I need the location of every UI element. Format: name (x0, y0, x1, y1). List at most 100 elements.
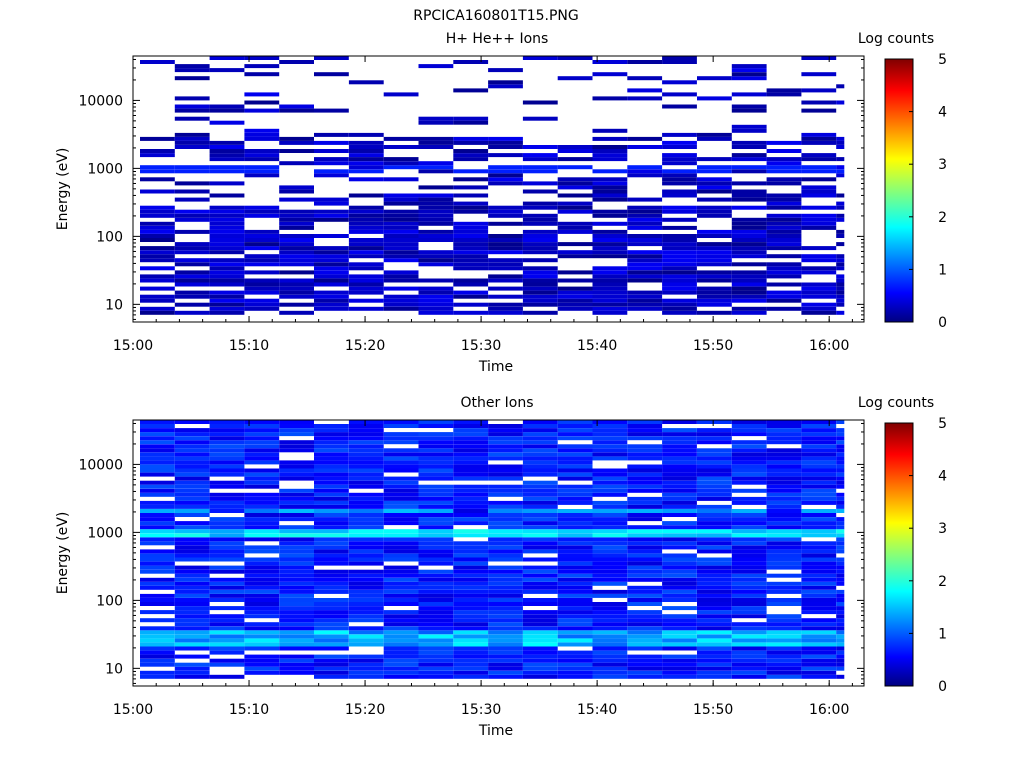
heatmap-cell (418, 496, 454, 501)
heatmap-cell (244, 658, 280, 663)
heatmap-cell (348, 589, 384, 594)
heatmap-cell (522, 525, 558, 530)
heatmap-cell (522, 302, 558, 307)
heatmap-cell (418, 254, 454, 259)
heatmap-cell (314, 533, 349, 538)
heatmap-cell (522, 492, 558, 497)
heatmap-cell (279, 136, 314, 141)
heatmap-cell (140, 310, 175, 315)
heatmap-cell (348, 500, 384, 505)
heatmap-cell (314, 541, 349, 546)
heatmap-cell (453, 662, 489, 667)
heatmap-cell (766, 509, 802, 513)
heatmap-cell (627, 602, 663, 606)
heatmap-cell (836, 262, 845, 267)
heatmap-cell (488, 492, 523, 497)
heatmap-cell (488, 153, 523, 158)
heatmap-cell (279, 642, 314, 647)
heatmap-cell (244, 666, 280, 671)
heatmap-cell (453, 593, 489, 598)
heatmap-cell (418, 642, 454, 647)
heatmap-cell (801, 476, 837, 481)
heatmap-cell (557, 666, 593, 671)
heatmap-cell (731, 456, 767, 461)
y-tick-label: 10000 (78, 93, 123, 109)
heatmap-cell (731, 541, 767, 546)
heatmap-cell (174, 189, 210, 194)
heatmap-cell (314, 630, 349, 635)
heatmap-cell (627, 242, 663, 247)
heatmap-cell (488, 622, 523, 627)
heatmap-cell (731, 545, 767, 550)
heatmap-cell (140, 278, 175, 283)
heatmap-cell (592, 286, 628, 291)
heatmap-cell (766, 666, 802, 671)
heatmap-cell (453, 646, 489, 651)
heatmap-cell (557, 221, 593, 226)
heatmap-cell (801, 306, 837, 311)
heatmap-cell (209, 258, 245, 263)
heatmap-cell (488, 242, 523, 247)
heatmap-cell (209, 270, 245, 275)
heatmap-cell (488, 452, 523, 457)
heatmap-cell (766, 464, 802, 469)
heatmap-cell (140, 585, 175, 590)
heatmap-cell (209, 646, 245, 651)
heatmap-cell (557, 541, 593, 546)
heatmap-cell (731, 517, 767, 522)
heatmap-cell (766, 622, 802, 627)
heatmap-cell (383, 662, 419, 667)
heatmap-cell (418, 424, 454, 428)
heatmap-cell (209, 440, 245, 445)
heatmap-cell (383, 468, 419, 473)
heatmap-cell (731, 561, 767, 566)
heatmap-cell (140, 189, 175, 194)
heatmap-cell (627, 670, 663, 675)
heatmap-cell (697, 246, 732, 251)
heatmap-cell (244, 238, 280, 242)
heatmap-cell (662, 225, 697, 230)
heatmap-cell (592, 565, 628, 570)
heatmap-cell (418, 436, 454, 441)
heatmap-cell (662, 537, 697, 542)
heatmap-cell (801, 581, 837, 586)
heatmap-cell (522, 56, 558, 60)
heatmap-cell (453, 521, 489, 526)
heatmap-cell (383, 577, 419, 582)
heatmap-cell (244, 545, 280, 550)
heatmap-cell (209, 658, 245, 663)
heatmap-cell (697, 157, 732, 162)
heatmap-cell (453, 614, 489, 619)
heatmap-cell (766, 488, 802, 493)
heatmap-cell (279, 60, 314, 64)
heatmap-cell (592, 153, 628, 158)
colorbar-tick-label: 5 (938, 52, 947, 68)
heatmap-cell (662, 662, 697, 667)
heatmap-cell (766, 217, 802, 222)
heatmap-cell (140, 500, 175, 505)
heatmap-cell (697, 537, 732, 542)
heatmap-cell (174, 488, 210, 493)
heatmap-cell (348, 420, 384, 424)
heatmap-cell (383, 484, 419, 489)
heatmap-cell (244, 581, 280, 586)
heatmap-cell (731, 225, 767, 230)
heatmap-cell (731, 145, 767, 149)
heatmap-cell (557, 456, 593, 461)
heatmap-cell (766, 161, 802, 166)
heatmap-cell (418, 492, 454, 497)
heatmap-cell (383, 622, 419, 627)
heatmap-cell (662, 420, 697, 424)
heatmap-cell (488, 598, 523, 602)
heatmap-cell (801, 140, 837, 145)
y-tick-label: 10 (105, 661, 123, 677)
heatmap-cell (453, 504, 489, 509)
heatmap-cell (592, 193, 628, 198)
heatmap-cell (731, 428, 767, 433)
heatmap-cell (209, 537, 245, 542)
heatmap-cell (314, 517, 349, 522)
heatmap-cell (557, 145, 593, 149)
heatmap-cell (801, 480, 837, 485)
x-tick-label: 15:20 (345, 338, 385, 354)
heatmap-cell (697, 569, 732, 574)
